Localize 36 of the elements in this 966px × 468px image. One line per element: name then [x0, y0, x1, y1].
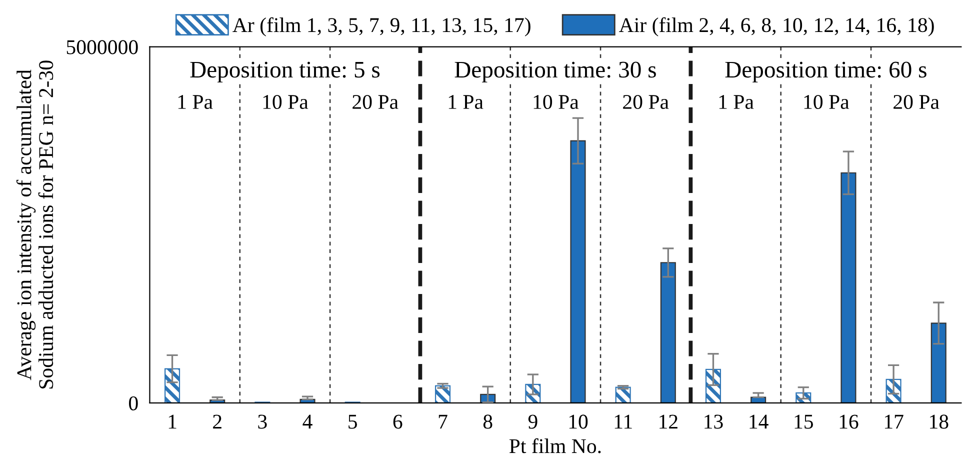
annotation: Deposition time: 5 s — [190, 62, 380, 82]
annotation: 10 Pa — [534, 94, 579, 109]
x-tick-label: 3 — [258, 414, 267, 429]
annotation: 10 Pa — [804, 94, 850, 109]
x-tick-label: 11 — [614, 414, 632, 429]
x-axis-title: Pt film No. — [509, 438, 601, 454]
x-tick-label: 14 — [750, 414, 768, 429]
x-tick-label: 4 — [302, 414, 312, 429]
x-tick-label: 1 — [168, 414, 176, 429]
x-tick-label: 9 — [528, 414, 538, 429]
annotation: 20 Pa — [894, 94, 940, 109]
annotation: 1 Pa — [448, 95, 484, 109]
annotation: 10 Pa — [263, 94, 308, 109]
y-tick-label: 5000000 — [66, 40, 138, 54]
x-tick-label: 12 — [660, 414, 678, 429]
x-tick-label: 7 — [438, 414, 448, 429]
x-tick-label: 16 — [840, 414, 858, 429]
x-tick-label: 8 — [483, 414, 492, 429]
x-tick-label: 18 — [930, 414, 948, 429]
annotation: 20 Pa — [352, 94, 398, 109]
annotation: Deposition time: 30 s — [454, 62, 656, 82]
x-tick-label: 10 — [569, 414, 588, 429]
y-tick-label: 0 — [128, 396, 138, 410]
x-tick-label: 5 — [348, 414, 357, 429]
x-tick-label: 6 — [393, 414, 402, 429]
y-axis-title: Average ion intensity of accumulated Sodium adducted ions for PEG n= 2-30 — [16, 60, 54, 388]
x-tick-label: 15 — [794, 414, 813, 429]
x-tick-label: 2 — [213, 414, 222, 429]
annotation: 20 Pa — [623, 94, 669, 109]
annotation: 1 Pa — [719, 95, 754, 109]
x-tick-label: 13 — [704, 414, 723, 429]
x-tick-label: 17 — [884, 414, 904, 429]
annotation: Deposition time: 60 s — [725, 62, 926, 82]
legend-label: Air (film 2, 4, 6, 8, 10, 12, 14, 16, 18) — [619, 17, 934, 36]
legend-label: Ar (film 1, 3, 5, 7, 9, 11, 13, 15, 17) — [232, 17, 530, 36]
annotation: 1 Pa — [178, 95, 213, 109]
